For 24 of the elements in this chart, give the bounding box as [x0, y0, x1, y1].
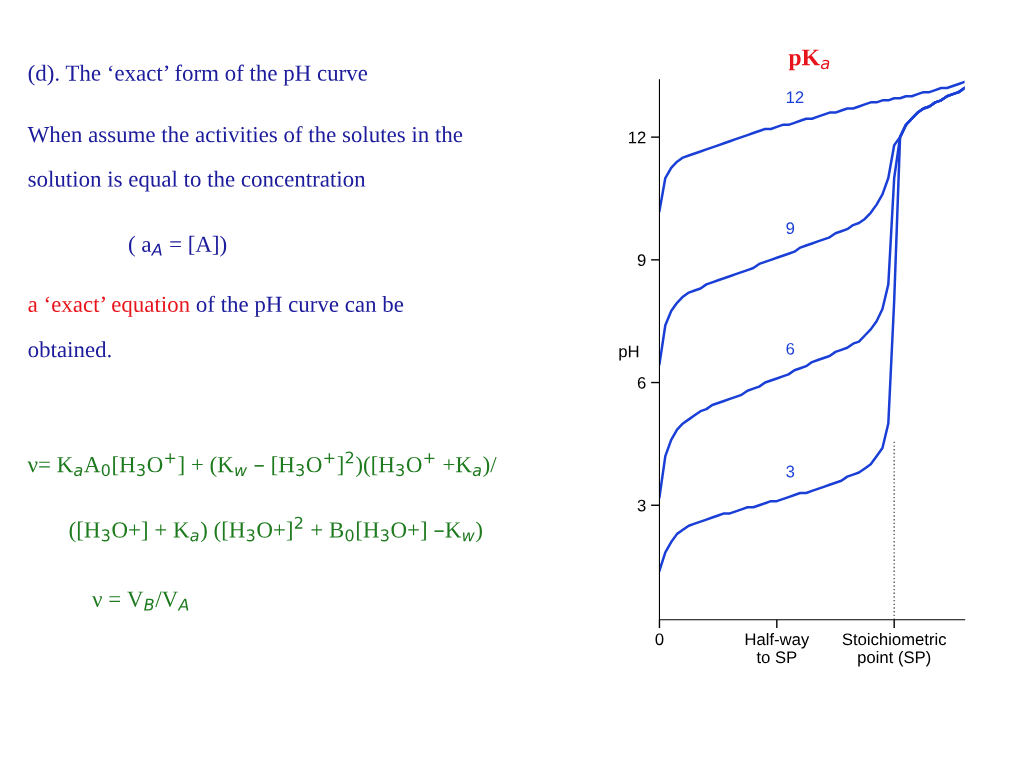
text: When assume the activities of the solutes in the [27, 125, 463, 143]
x-tick-label: Stoichiometric point (SP) [842, 632, 947, 667]
series-label: 6 [786, 342, 795, 355]
text: ([H$_{3}$O+] + K$_{a}$) ([H$_{3}$O+]$^{2}$ + B$_{0}$[H$_{3}$O+] –K$_{w}$) [69, 516, 482, 543]
series-label: 3 [786, 465, 795, 478]
text: obtained. [28, 341, 111, 358]
series-label: 9 [786, 222, 795, 235]
text: (d). The ‘exact’ form of the pH curve [28, 64, 368, 86]
text: ( a$_{A}$ = [A]) [129, 235, 227, 257]
y-tick-label: 12 [629, 131, 646, 144]
line-series [659, 80, 965, 213]
x-tick-label: 0 [655, 633, 664, 646]
text: ν = V$_{B}$/V$_{A}$ [92, 591, 189, 611]
x-tick-label: Half-way to SP [745, 632, 810, 664]
text: ν= K$_{a}$A$_{0}$[H$_{3}$O$^{+}$] + (K$_{w}$ – [H$_{3}$O$^{+}$]$^{2}$)([H$_{3}$O$^{+}$ +K$_{a}$)/ [27, 451, 497, 478]
y-tick-label: 6 [637, 376, 646, 389]
text: of the pH curve can be [196, 295, 404, 317]
series-label: 12 [786, 91, 804, 103]
legend-title: pK$_{a}$ [788, 49, 830, 71]
y-tick-label: 3 [637, 499, 646, 512]
text: solution is equal to the concentration [28, 170, 366, 192]
y-axis-title: pH [619, 345, 639, 361]
text: a ‘exact’ equation [28, 296, 190, 317]
y-tick-label: 9 [637, 254, 646, 267]
